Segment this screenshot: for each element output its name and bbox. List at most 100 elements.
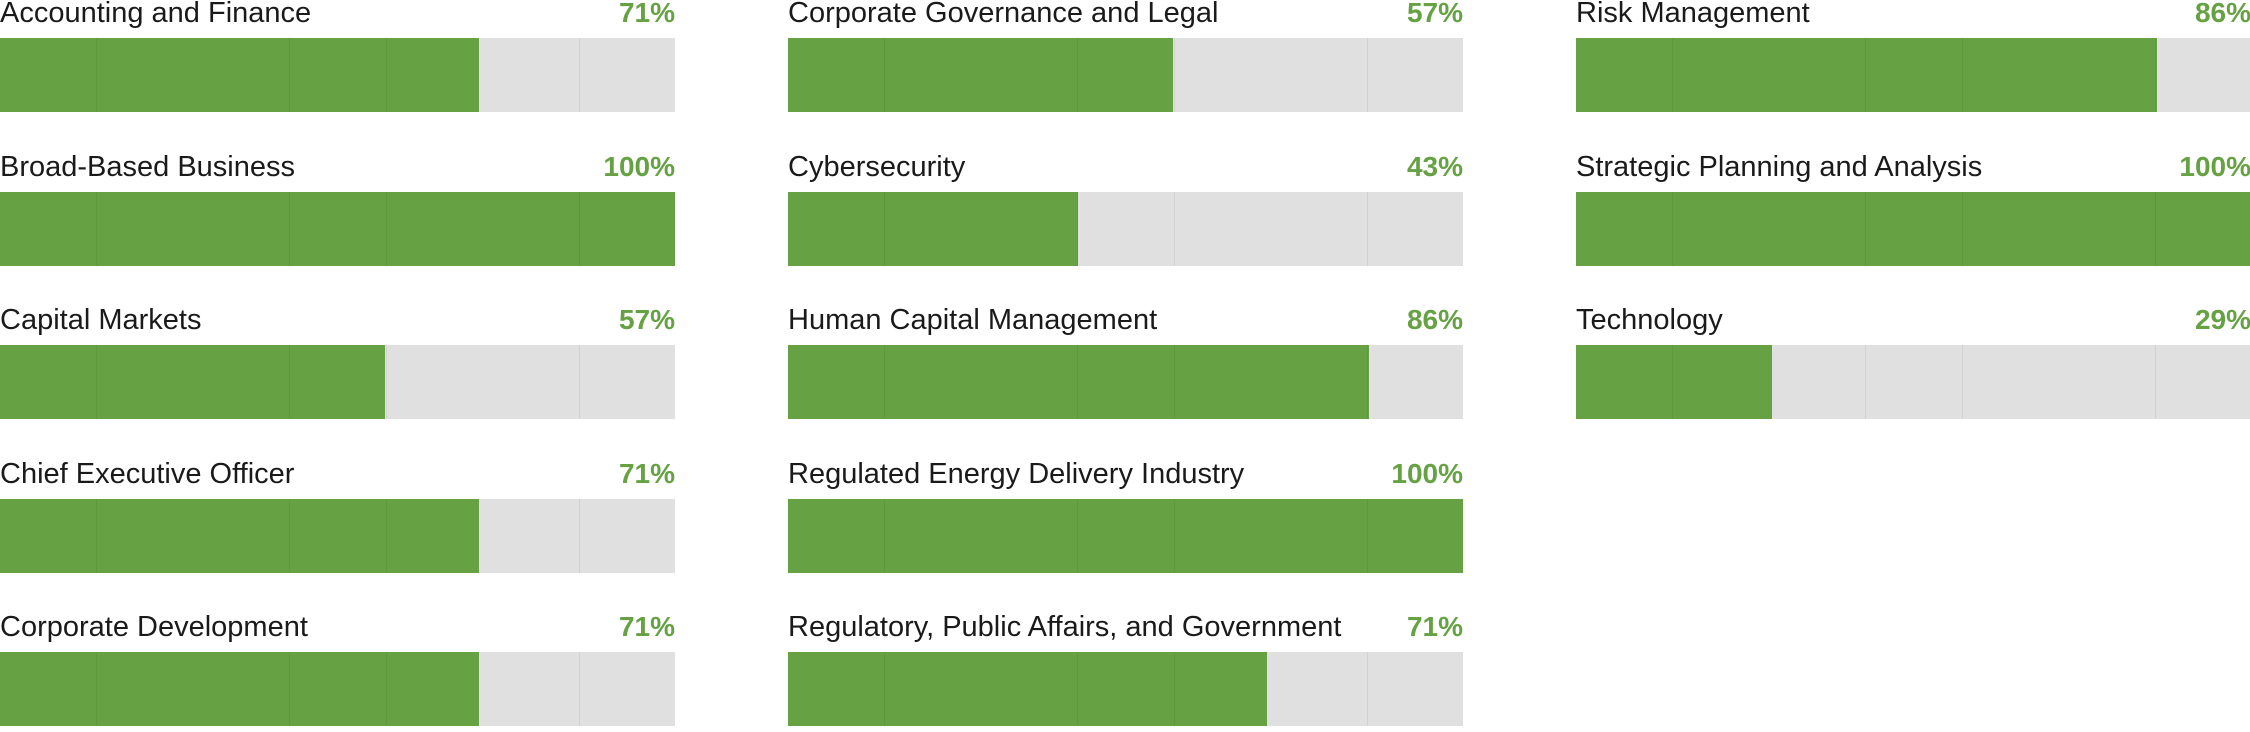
bar-segment-divider — [1367, 192, 1368, 266]
bar-segment-divider — [1077, 345, 1078, 419]
bar-segment-divider — [1962, 38, 1963, 112]
bar-segment-divider — [1367, 499, 1368, 573]
bar-item: Regulated Energy Delivery Industry 100% — [788, 458, 1463, 579]
bar-label: Cybersecurity — [788, 151, 966, 183]
bar-item: Chief Executive Officer 71% — [0, 458, 675, 579]
bar-segment-divider — [386, 38, 387, 112]
bar-percent-label: 100% — [1391, 458, 1463, 489]
bar-segment-divider — [884, 38, 885, 112]
bar-label: Regulatory, Public Affairs, and Governme… — [788, 611, 1342, 643]
bar-segment-divider — [1077, 192, 1078, 266]
bar-label: Risk Management — [1576, 0, 1810, 29]
bar-segment-divider — [1367, 38, 1368, 112]
bar-label: Broad-Based Business — [0, 151, 295, 183]
bar-percent-label: 71% — [618, 611, 675, 642]
bar-segment-divider — [289, 652, 290, 726]
bar-segment-divider — [289, 192, 290, 266]
bar-percent-label: 100% — [603, 151, 675, 182]
bar-label: Corporate Development — [0, 611, 308, 643]
bar-fill — [0, 38, 479, 112]
bar-item: Risk Management 86% — [1576, 0, 2250, 118]
bar-label: Technology — [1576, 304, 1723, 336]
bar-fill — [788, 38, 1173, 112]
bar-label: Corporate Governance and Legal — [788, 0, 1219, 29]
bar-segment-divider — [884, 192, 885, 266]
bar-fill — [1576, 38, 2157, 112]
bar-segment-divider — [1865, 192, 1866, 266]
bar-segment-divider — [1962, 345, 1963, 419]
bar-label: Human Capital Management — [788, 304, 1158, 336]
bar-segment-divider — [884, 499, 885, 573]
bar-track — [1576, 345, 2250, 419]
bar-item: Technology 29% — [1576, 304, 2250, 425]
bar-segment-divider — [1174, 499, 1175, 573]
bar-percent-label: 43% — [1406, 151, 1463, 182]
bar-item: Corporate Governance and Legal 57% — [788, 0, 1463, 118]
bar-segment-divider — [386, 192, 387, 266]
bar-track — [788, 192, 1463, 266]
bar-segment-divider — [386, 345, 387, 419]
bar-segment-divider — [579, 192, 580, 266]
bar-fill — [0, 345, 385, 419]
bar-percent-label: 29% — [2194, 304, 2250, 335]
bar-segment-divider — [1962, 192, 1963, 266]
bar-percent-label: 71% — [1406, 611, 1463, 642]
bar-segment-divider — [1077, 499, 1078, 573]
bar-segment-divider — [579, 499, 580, 573]
bar-percent-label: 71% — [618, 0, 675, 28]
bar-segment-divider — [1672, 38, 1673, 112]
bar-segment-divider — [1367, 345, 1368, 419]
bar-fill — [788, 192, 1078, 266]
bar-segment-divider — [1174, 38, 1175, 112]
bar-fill — [1576, 192, 2250, 266]
bar-segment-divider — [579, 38, 580, 112]
bar-fill — [0, 652, 479, 726]
bar-fill — [1576, 345, 1772, 419]
bar-segment-divider — [1672, 345, 1673, 419]
bar-segment-divider — [96, 192, 97, 266]
bar-track — [0, 345, 675, 419]
bar-percent-label: 100% — [2179, 151, 2250, 182]
bar-track — [1576, 192, 2250, 266]
bar-segment-divider — [1174, 652, 1175, 726]
bar-percent-label: 57% — [618, 304, 675, 335]
bar-item: Capital Markets 57% — [0, 304, 675, 425]
bar-track — [0, 192, 675, 266]
bar-label: Accounting and Finance — [0, 0, 312, 29]
bar-segment-divider — [386, 652, 387, 726]
bar-fill — [0, 499, 479, 573]
bar-track — [0, 499, 675, 573]
bar-segment-divider — [2155, 192, 2156, 266]
bar-item: Accounting and Finance 71% — [0, 0, 675, 118]
bar-item: Corporate Development 71% — [0, 611, 675, 732]
bar-segment-divider — [1077, 38, 1078, 112]
bar-label: Strategic Planning and Analysis — [1576, 151, 1983, 183]
bar-segment-divider — [289, 38, 290, 112]
bar-segment-divider — [386, 499, 387, 573]
bar-segment-divider — [1367, 652, 1368, 726]
bar-item: Broad-Based Business 100% — [0, 151, 675, 272]
bar-segment-divider — [579, 652, 580, 726]
bar-track — [788, 38, 1463, 112]
bar-fill — [788, 345, 1369, 419]
bar-item: Strategic Planning and Analysis 100% — [1576, 151, 2250, 272]
bar-segment-divider — [1077, 652, 1078, 726]
bar-fill — [788, 652, 1267, 726]
bar-segment-divider — [96, 38, 97, 112]
bar-label: Capital Markets — [0, 304, 202, 336]
bar-fill — [788, 499, 1463, 573]
bar-track — [788, 652, 1463, 726]
bar-segment-divider — [2155, 345, 2156, 419]
bar-segment-divider — [289, 499, 290, 573]
bar-percent-label: 71% — [618, 458, 675, 489]
bar-segment-divider — [1174, 345, 1175, 419]
bar-segment-divider — [1865, 345, 1866, 419]
bar-segment-divider — [2155, 38, 2156, 112]
bar-item: Regulatory, Public Affairs, and Governme… — [788, 611, 1463, 732]
bar-segment-divider — [884, 345, 885, 419]
bar-item: Human Capital Management 86% — [788, 304, 1463, 425]
bar-track — [0, 652, 675, 726]
bar-segment-divider — [96, 652, 97, 726]
bar-label: Regulated Energy Delivery Industry — [788, 458, 1245, 490]
bar-item: Cybersecurity 43% — [788, 151, 1463, 272]
